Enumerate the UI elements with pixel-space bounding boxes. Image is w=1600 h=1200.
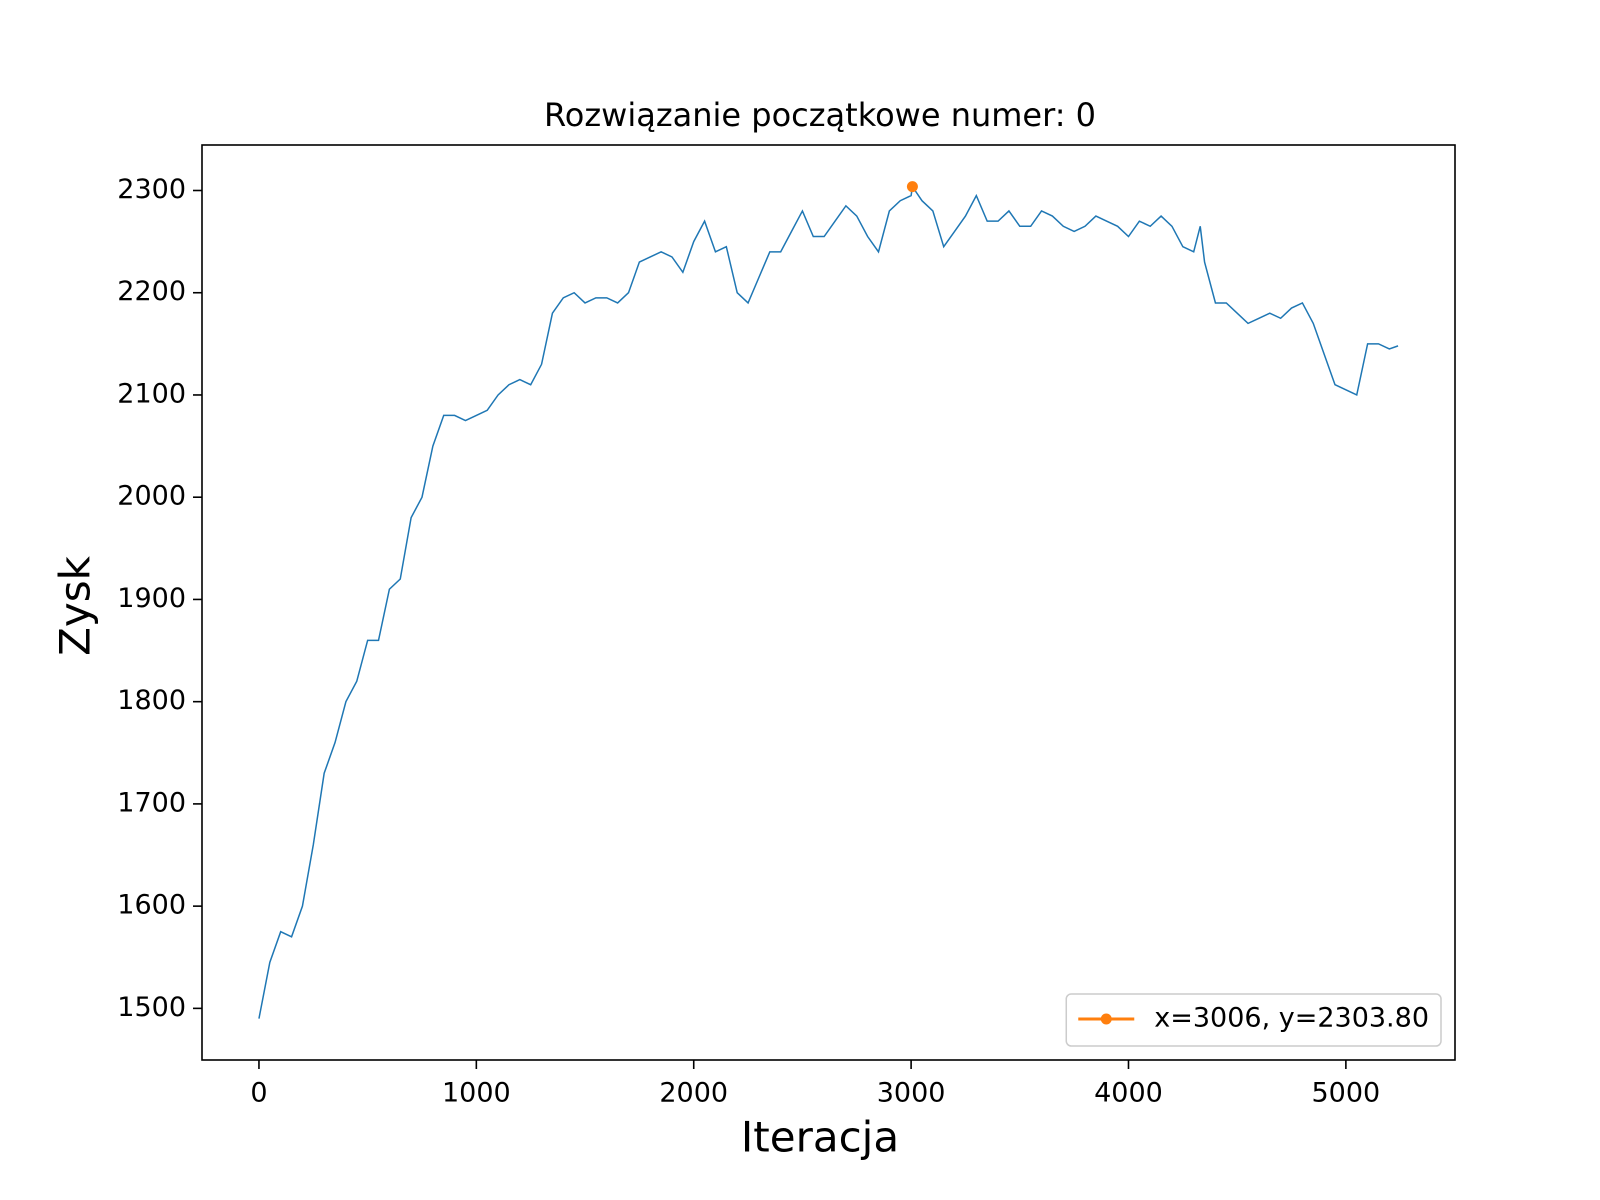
y-tick-label: 1600 (117, 890, 186, 921)
x-tick-label: 0 (250, 1078, 267, 1109)
x-tick-label: 5000 (1312, 1078, 1381, 1109)
plot-frame (201, 144, 1456, 1061)
y-tick-label: 1800 (117, 685, 186, 716)
data-point (906, 181, 918, 193)
y-tick-label: 2300 (117, 174, 186, 205)
y-axis-label: Zysk (51, 555, 100, 656)
chart-title: Rozwiązanie początkowe numer: 0 (544, 96, 1096, 134)
y-tick-label: 1700 (117, 787, 186, 818)
y-tick-label: 2000 (117, 481, 186, 512)
x-tick-label: 4000 (1094, 1078, 1163, 1109)
legend-box (1065, 993, 1442, 1047)
x-tick-label: 3000 (877, 1078, 946, 1109)
y-tick-label: 2200 (117, 276, 186, 307)
x-tick-label: 1000 (442, 1078, 511, 1109)
y-tick-label: 1900 (117, 583, 186, 614)
y-tick-label: 1500 (117, 992, 186, 1023)
legend: x=3006, y=2303.80 (1065, 993, 1442, 1047)
y-tick-label: 2100 (117, 378, 186, 409)
legend-marker (1100, 1013, 1112, 1025)
x-axis-label: Iteracja (741, 1113, 899, 1162)
data-line (258, 184, 1399, 1019)
legend-label: x=3006, y=2303.80 (1154, 1003, 1429, 1034)
x-tick-label: 2000 (659, 1078, 728, 1109)
